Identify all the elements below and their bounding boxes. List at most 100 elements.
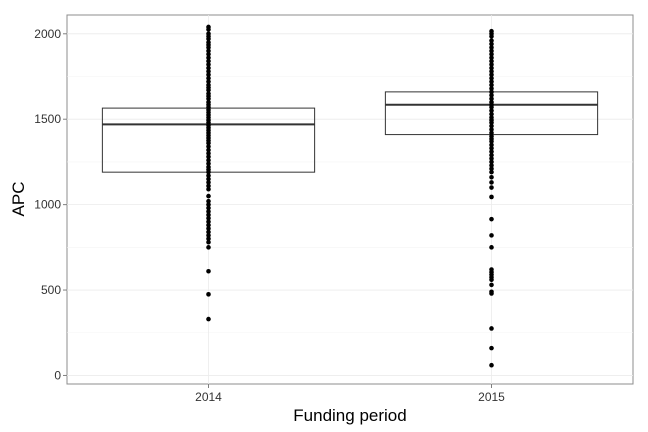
data-point-2014 xyxy=(206,205,211,211)
y-tick-label: 1500 xyxy=(34,112,61,126)
data-point-2014 xyxy=(206,72,211,78)
data-point-2015 xyxy=(489,156,494,161)
data-point-2014 xyxy=(206,236,211,242)
data-point-2015 xyxy=(489,55,494,61)
data-point-2014 xyxy=(206,233,211,238)
data-point-2015 xyxy=(489,233,494,238)
data-point-2015 xyxy=(489,216,494,222)
data-point-2015 xyxy=(489,58,494,64)
data-point-2015 xyxy=(489,345,494,351)
data-point-2014 xyxy=(206,48,211,54)
data-point-2015 xyxy=(489,362,494,368)
data-point-2015 xyxy=(489,108,494,113)
data-point-2014 xyxy=(206,198,211,204)
data-point-2014 xyxy=(206,140,211,146)
data-point-2014 xyxy=(206,79,211,84)
data-point-2015 xyxy=(489,245,494,250)
data-point-2015 xyxy=(489,291,494,296)
data-point-2014 xyxy=(206,151,211,156)
data-point-2014 xyxy=(206,193,211,199)
data-point-2014 xyxy=(206,144,211,149)
data-point-2015 xyxy=(489,145,494,151)
data-point-2015 xyxy=(489,82,494,88)
data-point-2015 xyxy=(489,120,494,125)
data-point-2014 xyxy=(206,239,211,245)
data-point-2015 xyxy=(489,159,494,165)
data-point-2014 xyxy=(206,36,211,42)
data-point-2014 xyxy=(206,316,211,322)
data-point-2015 xyxy=(489,163,494,168)
y-tick-label: 2000 xyxy=(34,27,61,41)
data-point-2015 xyxy=(489,149,494,154)
data-point-2015 xyxy=(489,86,494,91)
data-point-2015 xyxy=(489,142,494,148)
data-point-2015 xyxy=(489,174,494,180)
x-tick-label: 2015 xyxy=(478,390,505,404)
data-point-2014 xyxy=(206,45,211,50)
data-point-2015 xyxy=(489,104,494,110)
data-point-2014 xyxy=(206,58,211,64)
data-point-2015 xyxy=(489,282,494,288)
data-point-2014 xyxy=(206,147,211,153)
data-point-2015 xyxy=(489,41,494,47)
data-point-2015 xyxy=(489,79,494,84)
data-point-2015 xyxy=(489,185,494,190)
data-point-2014 xyxy=(206,96,211,102)
data-point-2015 xyxy=(489,127,494,132)
data-point-2015 xyxy=(489,69,494,74)
data-point-2015 xyxy=(489,45,494,50)
data-point-2015 xyxy=(489,139,494,144)
data-point-2014 xyxy=(206,212,211,218)
data-point-2014 xyxy=(206,268,211,274)
data-point-2014 xyxy=(206,169,211,175)
data-point-2015 xyxy=(489,65,494,71)
data-point-2015 xyxy=(489,130,494,136)
data-point-2015 xyxy=(489,169,494,175)
data-point-2014 xyxy=(206,69,211,74)
data-point-2014 xyxy=(206,226,211,231)
data-point-2014 xyxy=(206,176,211,182)
data-point-2015 xyxy=(489,166,494,172)
x-axis-title: Funding period xyxy=(293,406,406,425)
x-axis: 2014 2015 xyxy=(195,384,505,404)
data-point-2014 xyxy=(206,157,211,163)
data-point-2014 xyxy=(206,27,211,32)
data-point-2014 xyxy=(206,173,211,178)
data-point-2014 xyxy=(206,219,211,225)
data-point-2014 xyxy=(206,209,211,214)
data-point-2014 xyxy=(206,292,211,297)
data-point-2015 xyxy=(489,277,494,283)
data-point-2014 xyxy=(206,87,211,93)
y-axis: 0 500 1000 1500 2000 xyxy=(34,27,67,382)
data-point-2014 xyxy=(206,183,211,189)
data-point-2014 xyxy=(206,75,211,81)
data-point-2014 xyxy=(206,161,211,166)
data-point-2014 xyxy=(206,51,211,57)
data-point-2015 xyxy=(489,152,494,158)
y-tick-label: 0 xyxy=(54,368,61,382)
data-point-2014 xyxy=(206,62,211,67)
x-tick-label: 2014 xyxy=(195,390,222,404)
data-point-2015 xyxy=(489,34,494,39)
y-axis-title: APC xyxy=(9,182,28,217)
data-point-2015 xyxy=(489,75,494,81)
data-point-2014 xyxy=(206,186,211,192)
data-point-2014 xyxy=(206,55,211,61)
data-point-2014 xyxy=(206,222,211,228)
data-point-2015 xyxy=(489,326,494,331)
data-point-2014 xyxy=(206,229,211,235)
data-point-2014 xyxy=(206,180,211,185)
y-tick-label: 500 xyxy=(41,283,61,297)
data-point-2014 xyxy=(206,65,211,71)
data-point-2014 xyxy=(206,215,211,221)
data-point-2015 xyxy=(489,72,494,78)
data-point-2015 xyxy=(489,51,494,57)
points-layer xyxy=(206,24,494,368)
panel-background xyxy=(66,14,634,385)
data-point-2015 xyxy=(489,38,494,43)
data-point-2014 xyxy=(206,245,211,250)
data-point-2015 xyxy=(489,62,494,67)
data-point-2015 xyxy=(489,123,494,129)
data-point-2015 xyxy=(489,111,494,117)
